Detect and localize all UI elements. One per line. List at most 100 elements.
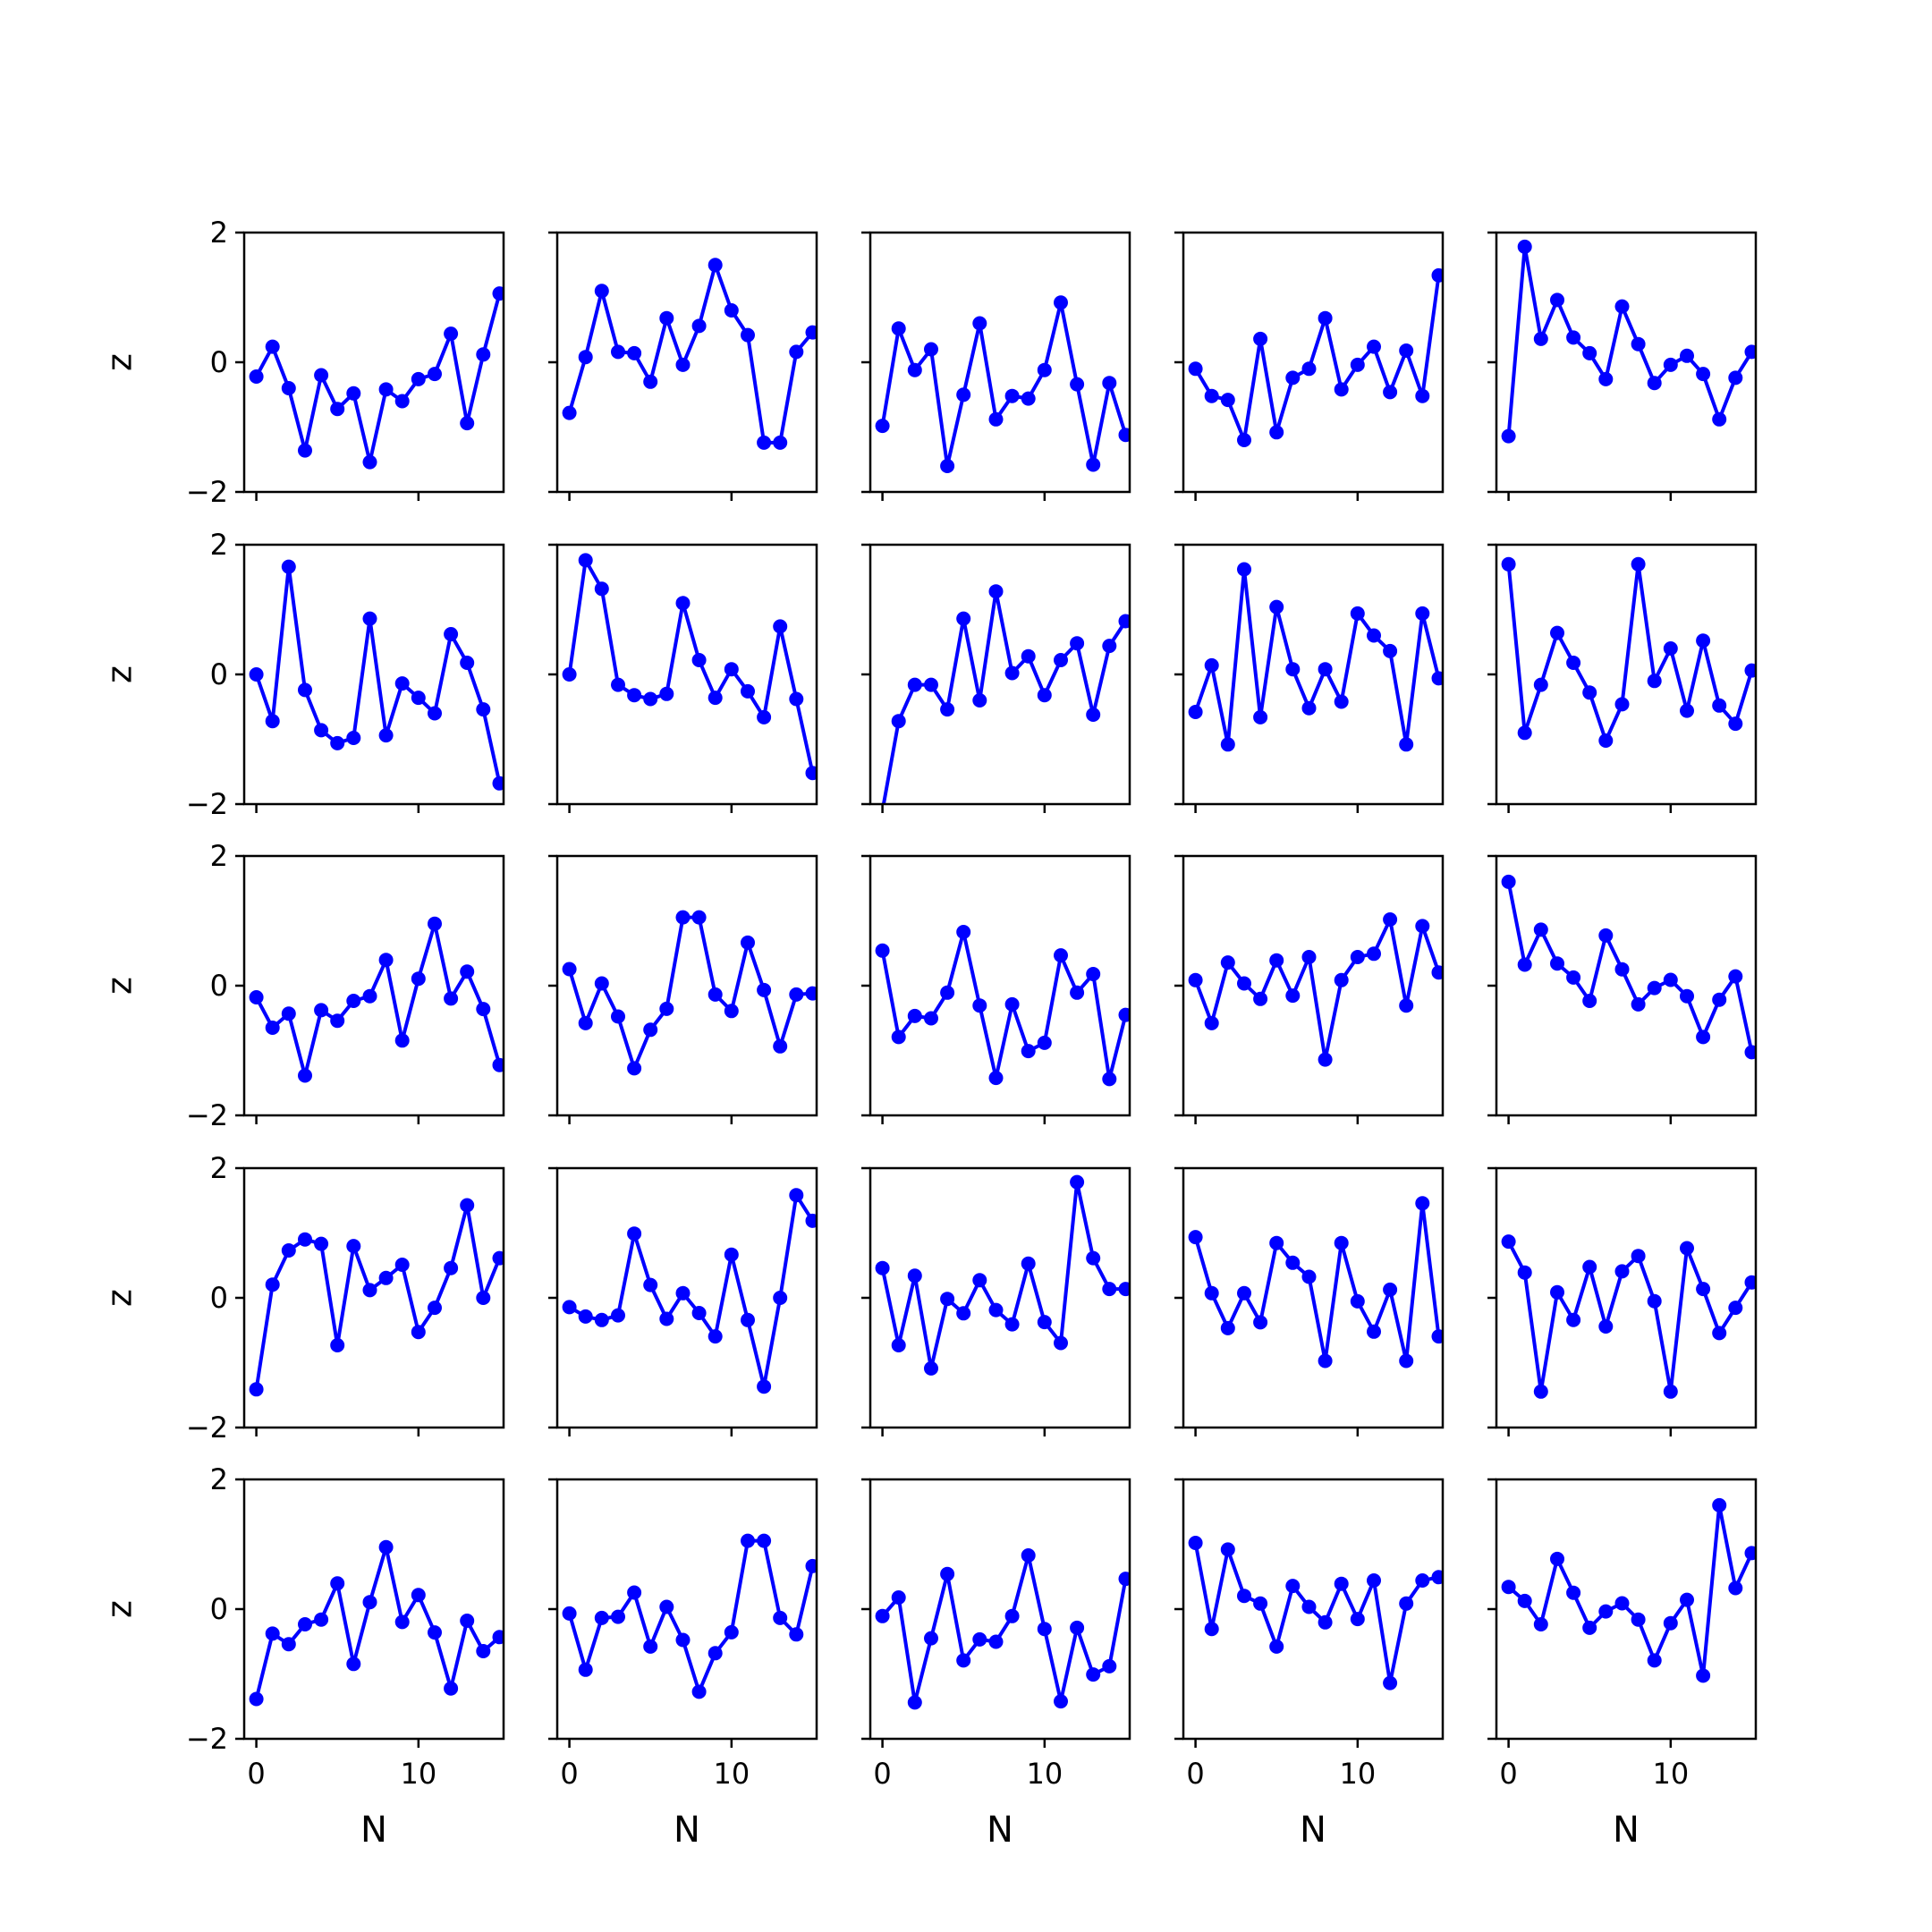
data-point — [1631, 556, 1646, 572]
data-point — [1431, 1570, 1443, 1585]
data-point — [330, 1338, 345, 1352]
data-point — [1037, 1035, 1052, 1050]
data-point — [1399, 998, 1414, 1013]
data-point — [773, 1610, 788, 1625]
data-point — [1086, 1250, 1101, 1266]
series-line — [1506, 1241, 1754, 1394]
data-point — [394, 1258, 410, 1272]
data-point — [1399, 343, 1414, 358]
data-point — [972, 1273, 987, 1288]
data-point — [1533, 1617, 1548, 1631]
data-point — [281, 559, 296, 574]
data-point — [627, 688, 642, 703]
data-point — [1744, 1045, 1756, 1060]
x-tick-label: 0 — [873, 1757, 891, 1791]
data-point — [1102, 1282, 1117, 1297]
data-point — [627, 1226, 642, 1241]
data-point — [1582, 685, 1597, 700]
data-point — [1037, 1315, 1052, 1330]
y-tick-label: 0 — [210, 345, 228, 379]
series-line — [1506, 562, 1754, 742]
data-point — [891, 1590, 906, 1605]
subplot-r3-c3 — [861, 854, 1131, 1124]
data-point — [789, 1627, 804, 1642]
x-tick-label: 10 — [1026, 1757, 1063, 1791]
series-line — [567, 558, 815, 774]
data-point — [330, 1013, 345, 1029]
data-point — [460, 656, 475, 670]
data-point — [691, 653, 707, 667]
data-point — [411, 1325, 426, 1340]
data-point — [411, 971, 426, 987]
data-point — [1004, 665, 1020, 681]
x-axis-label: N — [674, 1809, 700, 1851]
series-line — [1193, 567, 1441, 747]
data-point — [1614, 299, 1630, 314]
subplot-r3-c2 — [548, 854, 818, 1124]
data-point — [394, 394, 410, 409]
data-point — [1285, 988, 1301, 1004]
data-point — [249, 1691, 264, 1707]
x-tick-label: 10 — [1339, 1757, 1376, 1791]
data-point — [1663, 972, 1678, 987]
data-point — [1728, 969, 1743, 984]
data-point — [1598, 733, 1614, 748]
data-point — [1663, 641, 1678, 656]
subplot-r3-c1: −2 0 2 z — [100, 839, 505, 1132]
data-point — [988, 1071, 1004, 1086]
data-point — [1431, 1329, 1443, 1344]
data-point — [1070, 985, 1085, 1000]
data-point — [1399, 1596, 1414, 1611]
data-point — [1517, 725, 1532, 741]
data-point — [1350, 606, 1365, 621]
plot-area — [249, 1198, 504, 1397]
data-point — [741, 327, 755, 343]
data-point — [562, 405, 577, 420]
data-point — [378, 728, 394, 743]
data-point — [460, 1198, 475, 1213]
data-point — [757, 435, 772, 450]
plot-area — [1188, 267, 1443, 447]
data-point — [281, 1243, 296, 1258]
data-point — [1566, 330, 1581, 345]
data-point — [562, 1300, 577, 1315]
data-point — [578, 1309, 593, 1324]
data-point — [1102, 639, 1117, 654]
data-point — [428, 367, 442, 382]
data-point — [594, 1610, 609, 1625]
series-line — [254, 1545, 501, 1699]
plot-area — [875, 925, 1130, 1087]
data-point — [757, 709, 772, 724]
data-point — [773, 435, 788, 450]
data-point — [330, 402, 345, 417]
subplot-r1-c3 — [861, 231, 1131, 501]
data-point — [1204, 657, 1219, 673]
series-line — [881, 589, 1128, 804]
data-point — [1598, 928, 1614, 943]
data-point — [1237, 1589, 1251, 1604]
data-point — [1614, 1264, 1630, 1279]
data-point — [1037, 1622, 1052, 1637]
data-point — [1220, 955, 1235, 970]
data-point — [789, 1188, 804, 1203]
data-point — [362, 454, 377, 470]
subplot-r4-c1: −2 0 2 z — [100, 1151, 505, 1445]
data-point — [757, 1379, 772, 1394]
data-point — [1647, 1653, 1662, 1668]
data-point — [708, 1329, 723, 1344]
data-point — [1631, 996, 1646, 1012]
y-axis-label: z — [100, 977, 140, 995]
data-point — [1070, 1620, 1085, 1635]
series-line — [254, 1203, 502, 1390]
data-point — [1517, 239, 1532, 254]
data-point — [659, 1311, 674, 1326]
data-point — [1744, 1275, 1756, 1290]
data-point — [1253, 991, 1268, 1006]
data-point — [411, 1588, 426, 1603]
subplot-r1-c1: −2 0 2 z — [100, 216, 505, 509]
data-point — [627, 345, 642, 360]
x-tick-label: 10 — [400, 1757, 436, 1791]
data-point — [691, 1684, 707, 1699]
data-point — [1663, 1615, 1678, 1631]
data-point — [1004, 1608, 1020, 1623]
